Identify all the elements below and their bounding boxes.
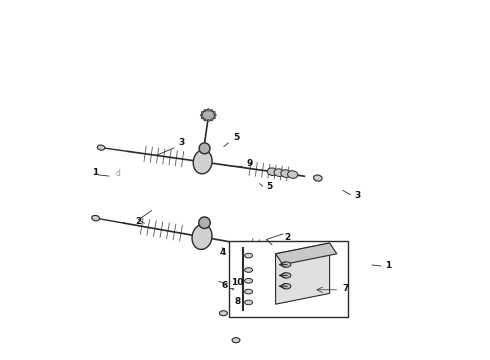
Text: 4: 4: [220, 248, 226, 257]
Ellipse shape: [282, 262, 291, 267]
Text: 7: 7: [342, 284, 348, 293]
Ellipse shape: [214, 114, 217, 116]
Ellipse shape: [98, 145, 105, 150]
Text: 6: 6: [221, 281, 228, 290]
Ellipse shape: [192, 224, 212, 249]
Ellipse shape: [213, 112, 216, 113]
Text: 3: 3: [355, 191, 361, 200]
Ellipse shape: [245, 279, 252, 283]
Polygon shape: [275, 243, 337, 265]
Ellipse shape: [294, 250, 304, 258]
Text: d: d: [116, 170, 120, 179]
Ellipse shape: [199, 217, 210, 229]
Ellipse shape: [245, 300, 252, 305]
Text: 1: 1: [386, 261, 392, 270]
Ellipse shape: [314, 175, 322, 181]
Text: 10: 10: [231, 279, 244, 288]
FancyBboxPatch shape: [292, 303, 302, 311]
Ellipse shape: [201, 117, 203, 119]
Ellipse shape: [211, 119, 213, 121]
Ellipse shape: [199, 143, 210, 154]
Text: 5: 5: [233, 133, 240, 142]
Ellipse shape: [288, 171, 298, 178]
Ellipse shape: [279, 247, 290, 256]
Ellipse shape: [211, 109, 213, 112]
Bar: [229, 241, 347, 317]
Ellipse shape: [204, 119, 206, 121]
Ellipse shape: [281, 170, 291, 177]
Ellipse shape: [272, 246, 283, 254]
Ellipse shape: [286, 249, 297, 257]
Ellipse shape: [282, 284, 291, 289]
Ellipse shape: [220, 311, 227, 316]
Text: 2: 2: [135, 217, 142, 226]
Text: 2: 2: [285, 234, 291, 243]
Ellipse shape: [201, 110, 215, 121]
Ellipse shape: [213, 117, 216, 119]
Ellipse shape: [204, 109, 206, 112]
Ellipse shape: [245, 289, 252, 294]
Ellipse shape: [245, 253, 252, 258]
Ellipse shape: [303, 305, 313, 311]
Ellipse shape: [207, 119, 209, 122]
Text: 5: 5: [267, 183, 273, 192]
Ellipse shape: [245, 268, 252, 273]
Text: 1: 1: [92, 168, 98, 177]
Ellipse shape: [267, 168, 277, 175]
Text: 8: 8: [235, 297, 241, 306]
Ellipse shape: [318, 255, 327, 261]
Ellipse shape: [200, 114, 203, 116]
Text: 3: 3: [178, 139, 185, 148]
Ellipse shape: [207, 108, 209, 111]
Ellipse shape: [282, 273, 291, 278]
Ellipse shape: [201, 112, 203, 113]
Ellipse shape: [193, 150, 212, 174]
Ellipse shape: [274, 169, 284, 176]
Ellipse shape: [92, 215, 99, 221]
Text: 9: 9: [247, 159, 253, 168]
Ellipse shape: [284, 306, 289, 309]
Polygon shape: [275, 243, 330, 304]
Ellipse shape: [232, 338, 240, 343]
